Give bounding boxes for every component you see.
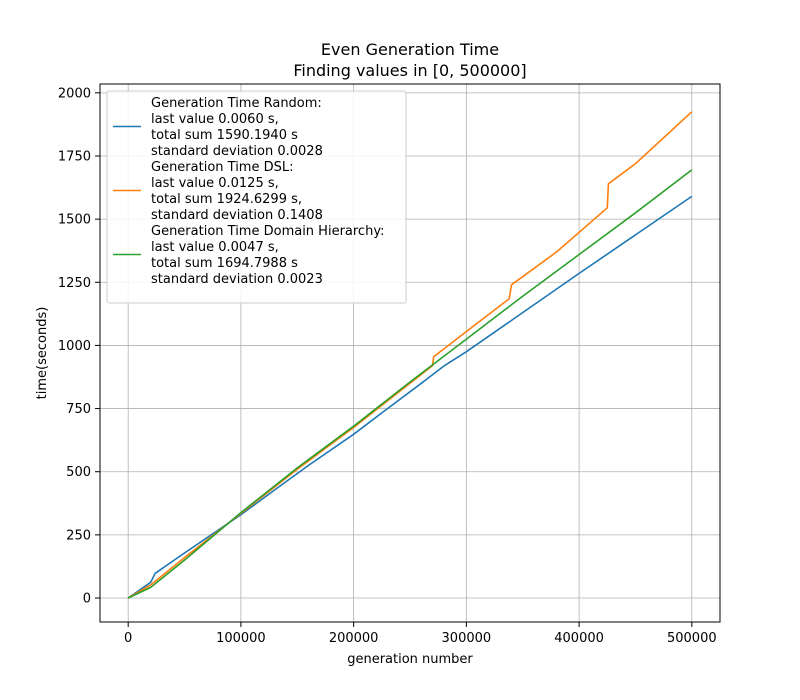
x-tick-label: 500000 xyxy=(667,631,717,646)
legend-entry-1-line-4: standard deviation 0.0028 xyxy=(151,144,323,159)
legend-entry-3-line-2: last value 0.0047 s, xyxy=(151,240,279,255)
y-tick-label: 750 xyxy=(66,402,91,417)
y-tick-label: 1250 xyxy=(58,276,91,291)
legend-entry-3-line-4: standard deviation 0.0023 xyxy=(151,272,323,287)
y-tick-label: 1500 xyxy=(58,213,91,228)
x-tick-label: 100000 xyxy=(216,631,266,646)
legend-entry-2-line-1: Generation Time DSL: xyxy=(151,160,294,175)
series-layer xyxy=(127,111,693,599)
x-tick-label: 400000 xyxy=(554,631,604,646)
y-tick-label: 500 xyxy=(66,465,91,480)
legend-box xyxy=(106,90,407,304)
chart-title-line1: Even Generation Time xyxy=(321,40,499,59)
legend-entry-2-line-4: standard deviation 0.1408 xyxy=(151,208,323,223)
legend-entry-3-line-1: Generation Time Domain Hierarchy: xyxy=(151,224,384,239)
legend-entry-1-line-2: last value 0.0060 s, xyxy=(151,112,279,127)
legend-entry-3-line-3: total sum 1694.7988 s xyxy=(151,256,298,271)
plot-frame xyxy=(99,83,721,623)
chart-title-line2: Finding values in [0, 500000] xyxy=(293,61,526,80)
x-axis-label: generation number xyxy=(347,652,473,667)
tick-layer: 0 100000 200000 300000 400000 500000 0 250 500 75… xyxy=(58,86,717,646)
legend-entry-1-line-1: Generation Time Random: xyxy=(151,96,322,111)
y-tick-label: 1000 xyxy=(58,339,91,354)
y-tick-label: 2000 xyxy=(58,86,91,101)
x-tick-label: 300000 xyxy=(442,631,492,646)
series-line-1 xyxy=(127,195,693,599)
legend-entry-2-line-3: total sum 1924.6299 s, xyxy=(151,192,302,207)
x-tick-label: 0 xyxy=(124,631,132,646)
y-tick-label: 1750 xyxy=(58,149,91,164)
legend-entry-1-line-3: total sum 1590.1940 s xyxy=(151,128,298,143)
y-axis-label: time(seconds) xyxy=(35,307,50,400)
y-tick-label: 0 xyxy=(83,592,91,607)
y-tick-label: 250 xyxy=(66,528,91,543)
x-tick-label: 200000 xyxy=(329,631,379,646)
legend-entry-2-line-2: last value 0.0125 s, xyxy=(151,176,279,191)
series-line-3 xyxy=(127,169,693,599)
legend: Generation Time Random:last value 0.0060… xyxy=(106,90,407,304)
